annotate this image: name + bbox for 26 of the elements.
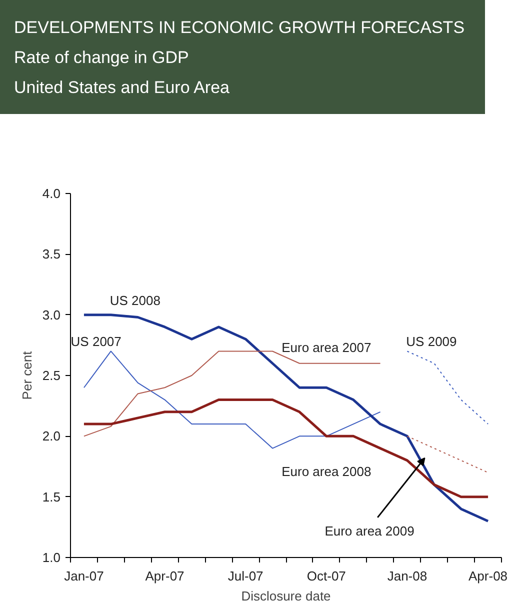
x-tick-label: Jan-08 <box>387 568 428 584</box>
series-label: Euro area 2008 <box>282 464 372 479</box>
chart-title: DEVELOPMENTS IN ECONOMIC GROWTH FORECASTS <box>14 17 466 39</box>
x-tick-label: Jul-07 <box>228 568 264 584</box>
series-label: US 2007 <box>70 334 122 350</box>
line-series <box>82 398 490 498</box>
series-label: US 2009 <box>406 334 457 350</box>
y-tick-label: 1.5 <box>42 489 61 504</box>
x-tick-label: Apr-08 <box>468 568 508 584</box>
series-label: Euro area 2007 <box>282 340 372 356</box>
x-tick-label: Jan-07 <box>64 568 104 584</box>
line-series <box>406 350 489 425</box>
line-series <box>406 436 489 474</box>
y-tick-label: 3.5 <box>42 246 61 262</box>
text: Euro area 2009 <box>324 523 414 538</box>
x-tick-label: Oct-07 <box>306 568 346 584</box>
x-tick-label: Apr-07 <box>145 568 184 584</box>
y-tick-label: 4.0 <box>42 186 61 201</box>
y-tick-label: 1.0 <box>42 550 61 565</box>
chart-subtitle: Rate of change in GDP United States and Euro Area <box>14 47 230 99</box>
y-tick-label: 2.0 <box>42 428 61 444</box>
y-tick-label: 2.5 <box>42 368 61 383</box>
x-axis-title: Disclosure date <box>241 588 331 604</box>
y-tick-label: 3.0 <box>42 307 61 322</box>
series-label: US 2008 <box>110 292 160 308</box>
y-axis-title: Per cent <box>19 350 34 400</box>
